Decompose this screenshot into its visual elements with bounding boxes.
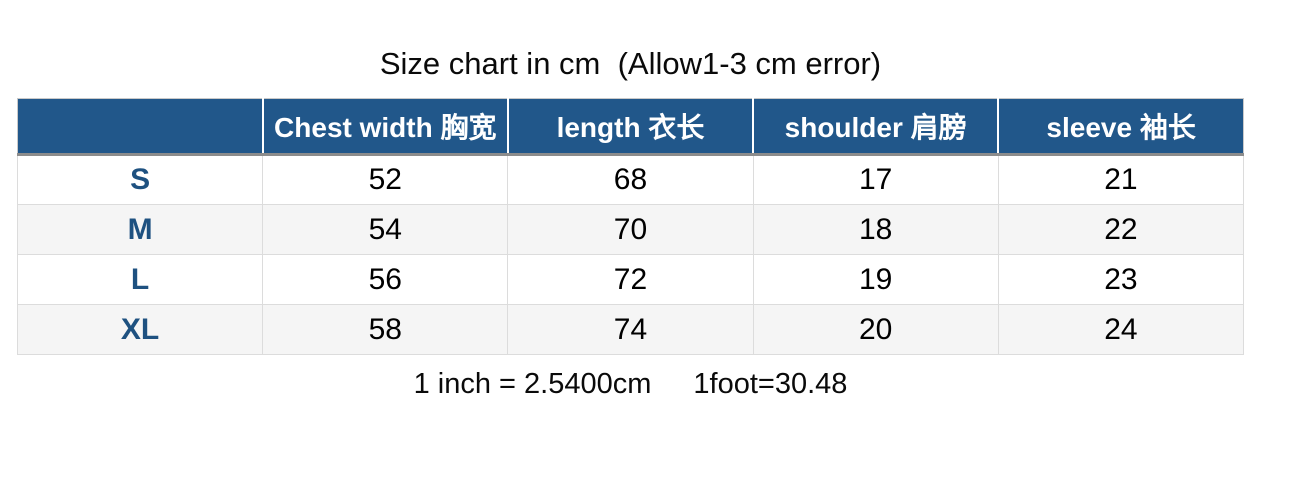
- chest-value: 58: [262, 304, 509, 355]
- size-label: S: [16, 154, 264, 205]
- size-label: XL: [16, 304, 264, 355]
- column-header-size: [17, 98, 263, 156]
- table-row-m: M 54 70 18 22: [16, 204, 1245, 255]
- unit-conversion-note: 1 inch = 2.5400cm 1foot=30.48: [17, 368, 1244, 401]
- shoulder-value: 18: [752, 204, 999, 255]
- table-row-l: L 56 72 19 23: [16, 254, 1245, 305]
- shoulder-value: 19: [752, 254, 999, 305]
- size-label: M: [16, 204, 264, 255]
- chest-value: 54: [262, 204, 509, 255]
- sleeve-value: 21: [997, 154, 1245, 205]
- length-value: 72: [507, 254, 754, 305]
- foot-conversion-text: 1foot=30.48: [693, 368, 848, 400]
- size-chart-table: Chest width 胸宽 length 衣长 shoulder 肩膀 sle…: [16, 98, 1245, 355]
- size-chart-page: Size chart in cm (Allow1-3 cm error) Che…: [16, 0, 1245, 401]
- header-row: Chest width 胸宽 length 衣长 shoulder 肩膀 sle…: [17, 98, 1244, 156]
- length-value: 74: [507, 304, 754, 355]
- column-header-length: length 衣长: [506, 98, 754, 156]
- chest-value: 56: [262, 254, 509, 305]
- sleeve-value: 24: [997, 304, 1245, 355]
- size-label: L: [16, 254, 264, 305]
- sleeve-value: 22: [997, 204, 1245, 255]
- sleeve-value: 23: [997, 254, 1245, 305]
- table-body: S 52 68 17 21 M 54 70 18 22 L 56 72 19 2…: [16, 154, 1245, 355]
- length-value: 70: [507, 204, 754, 255]
- table-row-s: S 52 68 17 21: [16, 154, 1245, 205]
- shoulder-value: 17: [752, 154, 999, 205]
- page-title: Size chart in cm (Allow1-3 cm error): [379, 46, 882, 81]
- column-header-chest-width: Chest width 胸宽: [261, 98, 508, 156]
- table-header: Chest width 胸宽 length 衣长 shoulder 肩膀 sle…: [17, 98, 1244, 156]
- chest-value: 52: [262, 154, 509, 205]
- shoulder-value: 20: [752, 304, 999, 355]
- column-header-shoulder: shoulder 肩膀: [752, 98, 999, 156]
- inch-conversion-text: 1 inch = 2.5400cm: [413, 368, 652, 400]
- table-row-xl: XL 58 74 20 24: [16, 304, 1245, 355]
- length-value: 68: [507, 154, 754, 205]
- column-header-sleeve: sleeve 袖长: [997, 98, 1244, 156]
